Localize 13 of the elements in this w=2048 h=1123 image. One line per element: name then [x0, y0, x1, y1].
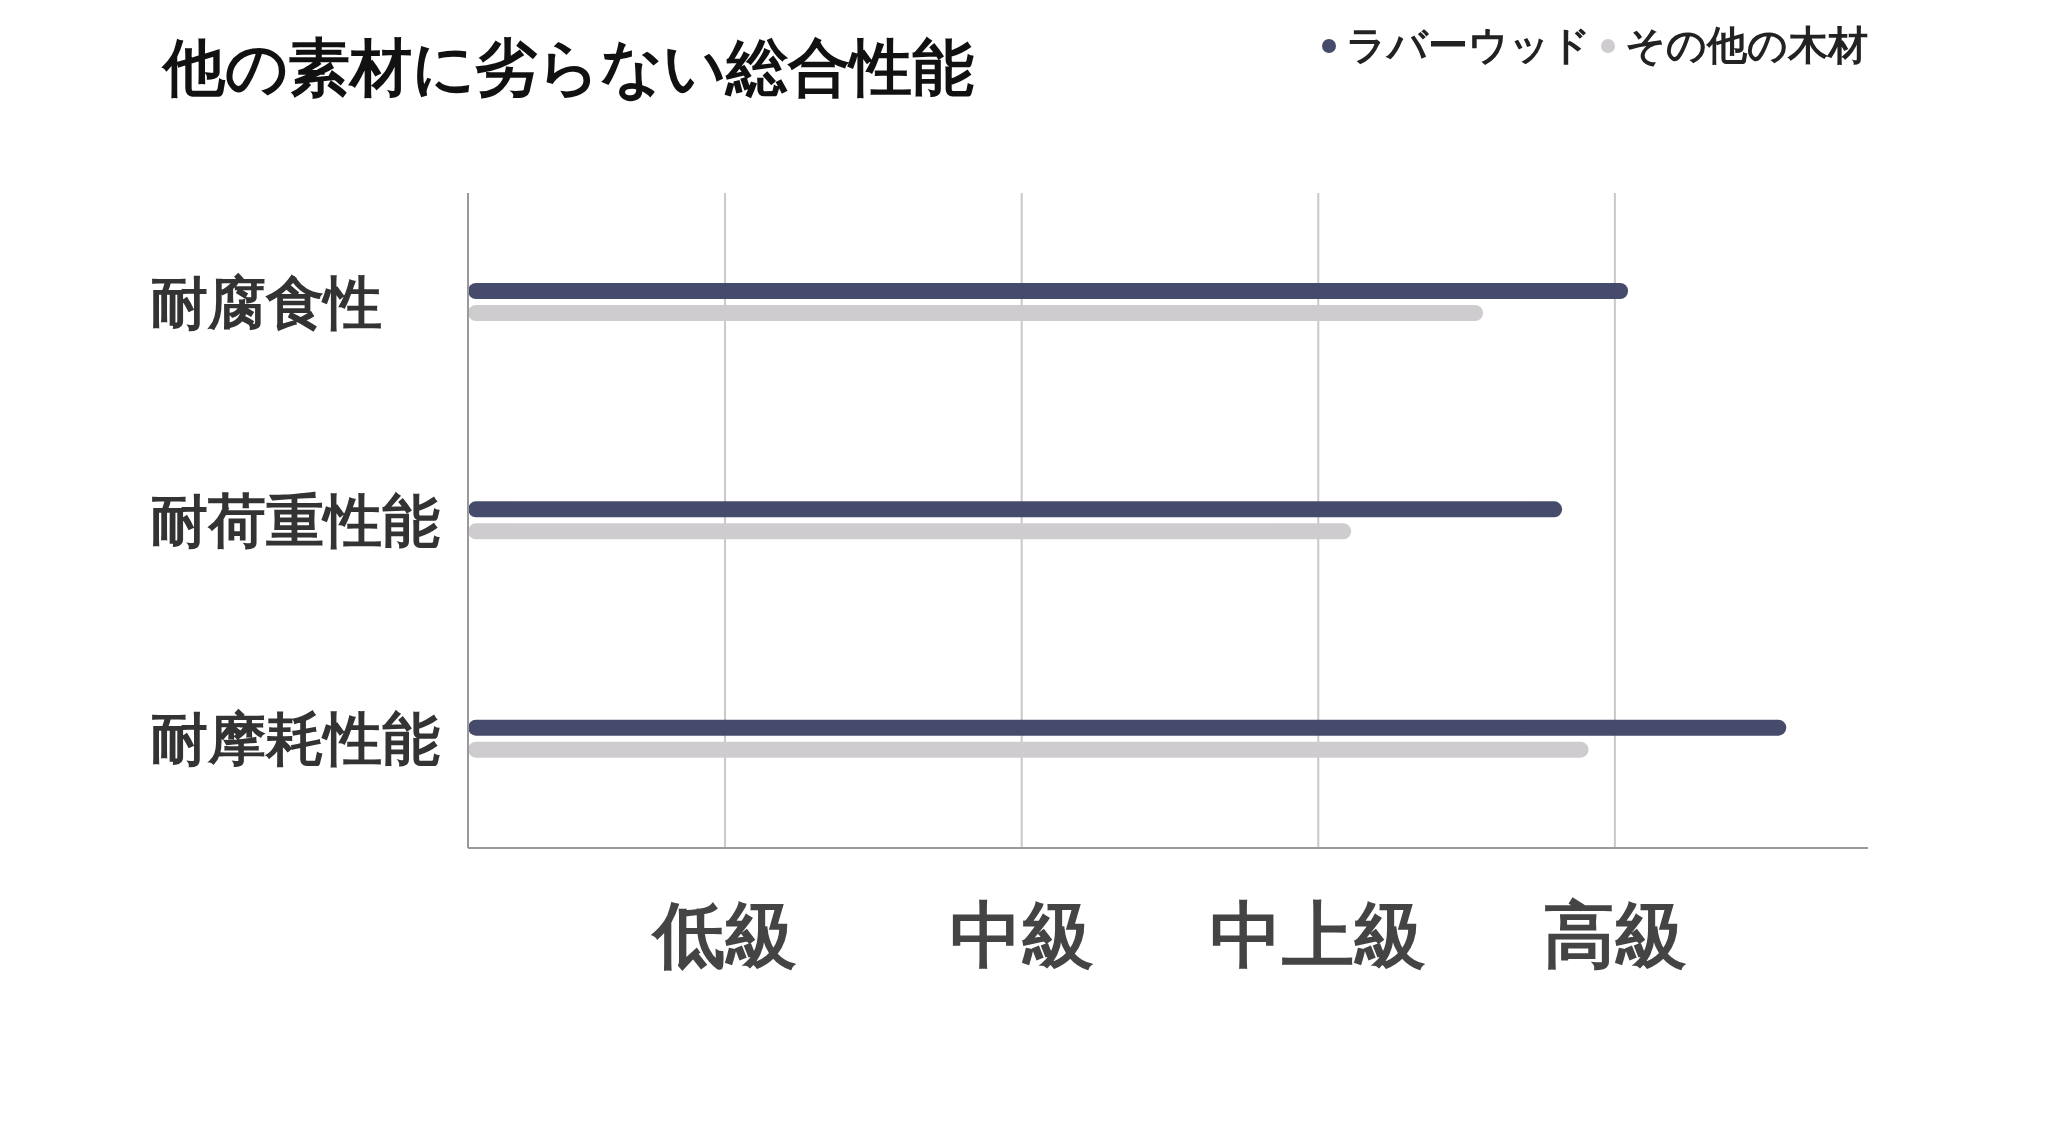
text: 中上級 [1209, 892, 1428, 979]
bar [468, 501, 1563, 518]
y-tick-label: 耐荷重性能 [150, 487, 440, 556]
legend-label: ラバーウッド [1345, 21, 1591, 70]
legend-label: その他の木材 [1624, 21, 1868, 70]
text: 低級 [650, 892, 799, 979]
text: 高級 [1541, 892, 1688, 979]
chart-title: 他の素材に劣らない総合性能 [163, 30, 974, 106]
bar [468, 283, 1629, 299]
y-tick-label: 耐腐食性 [150, 268, 382, 337]
y-tick-label: 耐摩耗性能 [150, 705, 440, 774]
text: 中級 [948, 892, 1095, 979]
bar [468, 719, 1787, 736]
